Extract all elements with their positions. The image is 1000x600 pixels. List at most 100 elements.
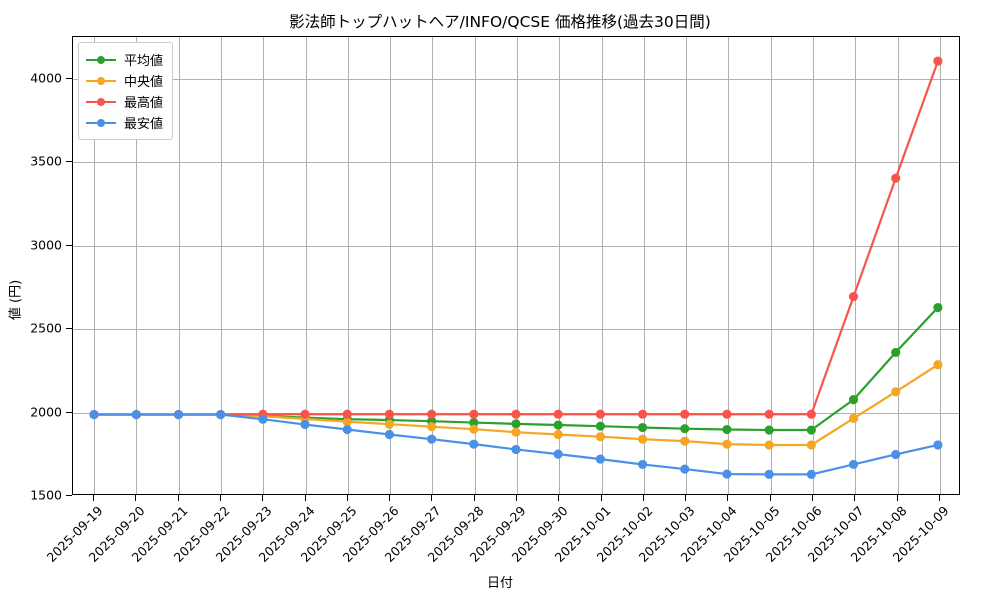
gridline-vertical: [897, 37, 899, 494]
series-marker: [933, 440, 943, 450]
y-tick-mark: [66, 328, 72, 330]
gridline-vertical: [221, 37, 222, 494]
x-tick-mark: [854, 495, 856, 501]
series-marker: [680, 464, 690, 474]
y-tick-mark: [66, 411, 72, 413]
series-marker: [848, 459, 859, 469]
gridline-vertical: [474, 37, 476, 494]
x-tick-mark: [685, 495, 687, 501]
y-tick-mark: [66, 161, 72, 163]
x-tick-mark: [93, 495, 95, 501]
gridline-vertical: [643, 37, 645, 494]
series-marker: [511, 427, 521, 437]
legend-label: 最高値: [124, 96, 164, 111]
y-tick-mark: [66, 495, 72, 496]
legend-item-4[interactable]: 最安値: [86, 112, 163, 133]
series-marker: [680, 436, 690, 446]
gridline-vertical: [770, 37, 772, 494]
x-tick-mark: [642, 495, 644, 501]
series-marker: [595, 432, 605, 442]
series-marker: [511, 419, 521, 429]
series-marker: [848, 413, 859, 423]
legend-item-1[interactable]: 平均値: [86, 49, 163, 70]
series-marker: [427, 422, 437, 432]
series-marker: [300, 419, 310, 430]
series-marker: [891, 387, 901, 397]
legend-item-2[interactable]: 中央値: [86, 70, 163, 91]
gridline-horizontal: [73, 162, 959, 164]
gridline-vertical: [601, 37, 603, 494]
gridline-horizontal: [73, 245, 959, 247]
series-marker: [806, 409, 816, 419]
y-tick-mark: [66, 244, 72, 246]
series-marker: [764, 469, 774, 479]
legend-label: 最安値: [124, 117, 164, 132]
series-marker: [848, 395, 859, 405]
gridline-vertical: [855, 37, 857, 494]
x-tick-mark: [346, 495, 348, 501]
series-marker: [131, 409, 141, 420]
chart-title: 影法師トップハットヘア/INFO/QCSE 価格推移(過去30日間): [289, 13, 711, 31]
gridline-vertical: [939, 37, 941, 494]
x-tick-mark: [558, 495, 560, 501]
x-tick-mark: [177, 495, 179, 501]
series-marker: [891, 347, 901, 357]
y-tick-label: 4000: [30, 70, 62, 86]
series-marker: [511, 444, 521, 455]
series-marker: [469, 417, 479, 428]
series-marker: [891, 173, 901, 183]
series-marker: [469, 439, 479, 449]
series-marker: [764, 409, 774, 419]
series-marker: [933, 360, 943, 370]
series-marker: [595, 409, 605, 419]
x-tick-mark: [220, 495, 221, 501]
x-tick-mark: [262, 495, 264, 501]
gridline-vertical: [136, 37, 138, 494]
chart-legend[interactable]: 平均値 中央値最高値最安値: [78, 42, 174, 140]
x-tick-mark: [896, 495, 898, 501]
series-marker: [511, 409, 521, 419]
series-line: [92, 59, 940, 416]
series-marker: [764, 425, 774, 435]
legend-label: 平均値: [124, 54, 164, 69]
x-tick-mark: [600, 495, 602, 501]
series-marker: [680, 424, 690, 434]
gridline-vertical: [432, 37, 434, 494]
series-marker: [384, 409, 395, 419]
series-marker: [637, 409, 648, 419]
y-axis-label: 値 (円): [8, 279, 24, 321]
x-tick-mark: [431, 495, 433, 501]
x-tick-mark: [727, 495, 729, 501]
y-tick-label: 3000: [30, 237, 62, 253]
series-marker: [300, 409, 310, 419]
gridline-vertical: [559, 37, 561, 494]
gridline-vertical: [390, 37, 392, 494]
series-marker: [258, 414, 268, 424]
series-marker: [722, 469, 732, 479]
series-marker: [637, 459, 648, 469]
legend-marker-icon: [86, 116, 116, 130]
x-axis-label: 日付: [486, 576, 513, 591]
series-marker: [637, 422, 648, 433]
x-tick-mark: [304, 495, 306, 501]
gridline-vertical: [686, 37, 688, 494]
x-tick-mark: [938, 495, 940, 501]
gridline-vertical: [94, 37, 96, 494]
gridline-vertical: [517, 37, 518, 494]
y-tick-label: 2000: [30, 404, 62, 420]
series-marker: [553, 429, 563, 440]
series-marker: [722, 439, 732, 449]
series-marker: [764, 440, 774, 450]
legend-item-3[interactable]: 最高値: [86, 91, 163, 112]
series-marker: [469, 424, 479, 434]
series-marker: [427, 434, 437, 444]
series-marker: [553, 449, 563, 459]
gridline-horizontal: [73, 78, 959, 80]
series-marker: [848, 291, 859, 302]
series-marker: [427, 409, 437, 419]
x-tick-mark: [473, 495, 475, 501]
series-marker: [553, 420, 563, 430]
series-lines: [89, 56, 943, 479]
series-marker: [216, 409, 226, 420]
